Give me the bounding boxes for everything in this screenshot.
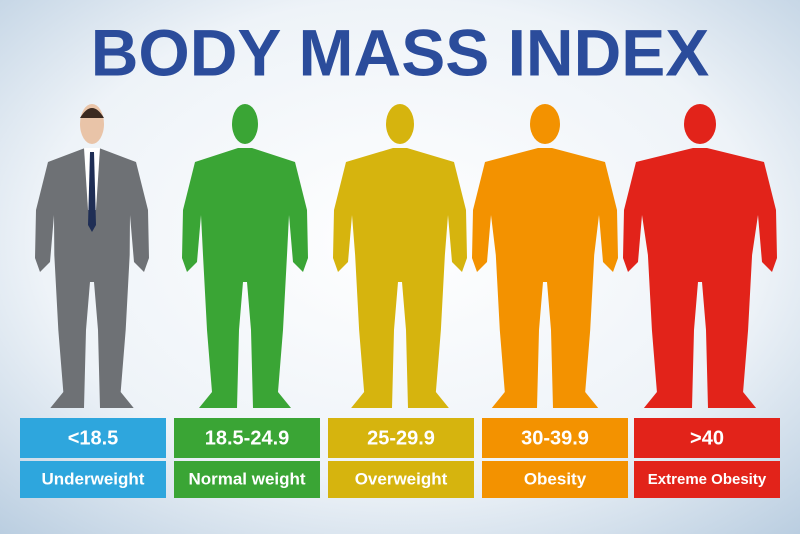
label-box (482, 461, 628, 498)
silhouette-head (232, 104, 258, 144)
label-box (328, 461, 474, 498)
range-box (634, 418, 780, 458)
range-box (482, 418, 628, 458)
hair (80, 108, 104, 118)
bmi-range: <18.5 (68, 427, 119, 449)
range-box (174, 418, 320, 458)
range-box (20, 418, 166, 458)
silhouette-head (386, 104, 414, 144)
silhouette (333, 148, 467, 408)
bmi-label: Underweight (42, 469, 145, 488)
silhouette (182, 148, 308, 408)
bmi-range: >40 (690, 427, 724, 449)
range-box (328, 418, 474, 458)
silhouette-head (530, 104, 560, 144)
bmi-label: Obesity (524, 469, 587, 488)
silhouette (35, 148, 149, 408)
bmi-range: 18.5-24.9 (205, 427, 290, 449)
bmi-label: Overweight (355, 469, 448, 488)
silhouette-head (684, 104, 716, 144)
bmi-label: Extreme Obesity (648, 471, 767, 488)
label-box (634, 461, 780, 498)
title: BODY MASS INDEX (91, 15, 710, 89)
silhouette (623, 148, 777, 408)
bmi-range: 30-39.9 (521, 427, 589, 449)
label-box (20, 461, 166, 498)
label-box (174, 461, 320, 498)
bmi-range: 25-29.9 (367, 427, 435, 449)
tie (88, 152, 96, 232)
bmi-label: Normal weight (188, 469, 305, 488)
silhouette (472, 148, 618, 408)
